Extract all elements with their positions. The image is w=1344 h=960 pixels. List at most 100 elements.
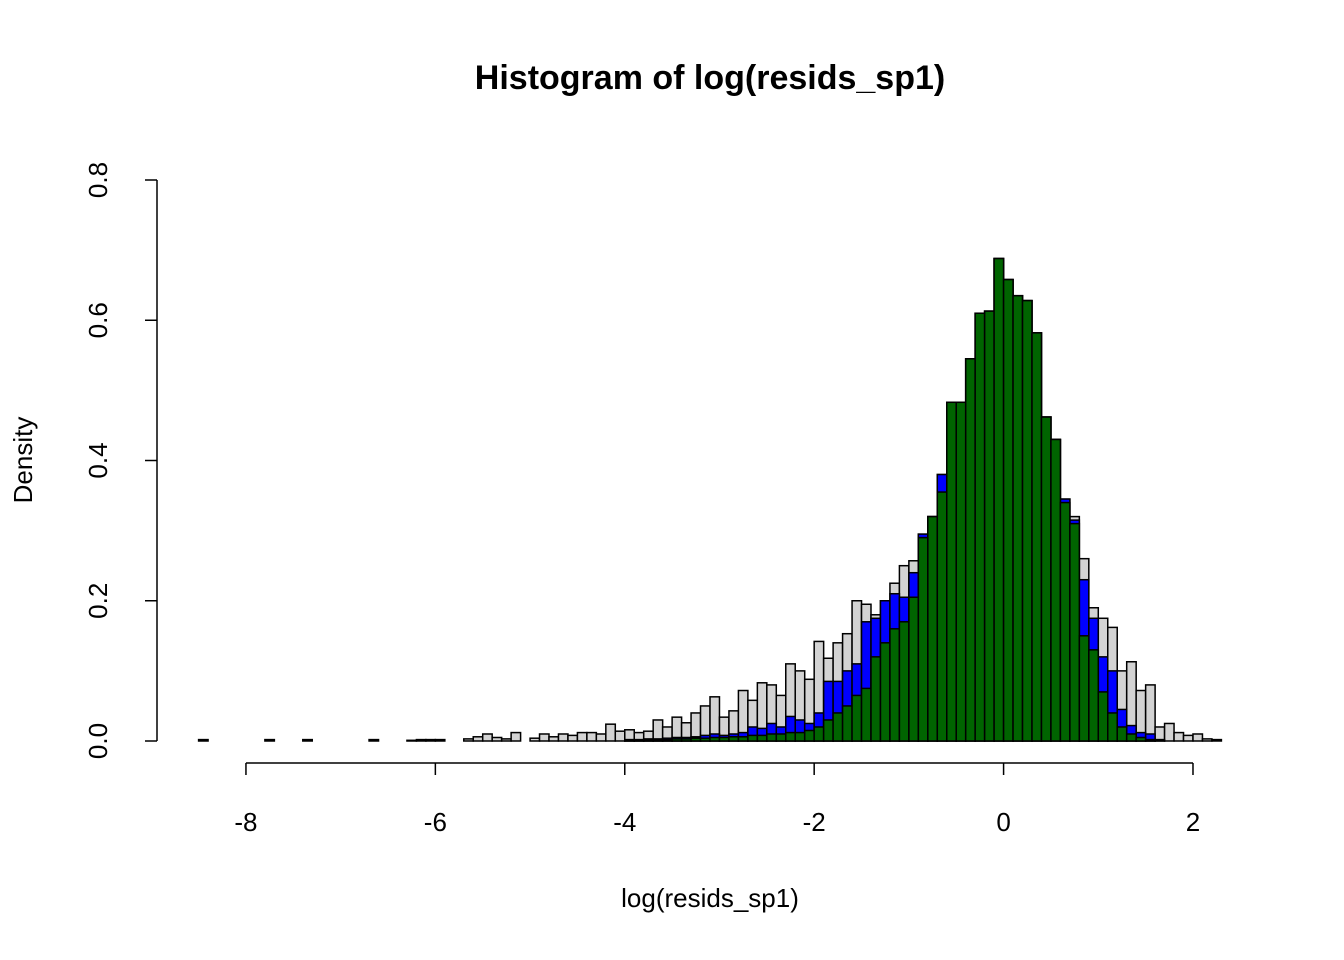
histogram-bar — [709, 736, 721, 742]
x-tick-label: 2 — [1186, 807, 1200, 837]
histogram-bar — [624, 739, 635, 742]
histogram-bar — [661, 738, 673, 742]
histogram-bar — [974, 312, 986, 742]
x-tick-label: -6 — [424, 807, 447, 837]
y-tick-label: 0.4 — [83, 442, 113, 478]
histogram-bar — [406, 739, 418, 742]
histogram-bar — [1125, 733, 1137, 742]
histogram-bar — [851, 694, 863, 742]
histogram-bar — [946, 401, 957, 742]
histogram-bar — [510, 731, 522, 742]
histogram-bar — [747, 734, 759, 742]
histogram-bar — [415, 738, 427, 742]
histogram-bar — [595, 733, 607, 742]
histogram-bar — [983, 310, 995, 742]
histogram-bar — [1059, 501, 1071, 742]
histogram-bar — [642, 738, 654, 742]
histogram-bar — [908, 596, 920, 742]
histogram-bar — [548, 736, 560, 742]
histogram-bar — [1201, 738, 1213, 742]
histogram-bar — [898, 621, 910, 742]
histogram-bar — [718, 736, 730, 742]
x-axis-label: log(resids_sp1) — [621, 883, 799, 913]
histogram-bar — [633, 739, 645, 742]
histogram-bar — [756, 734, 768, 742]
histogram-bar — [491, 736, 503, 742]
y-tick-label: 0.2 — [83, 583, 113, 619]
histogram-bar — [927, 515, 939, 742]
histogram-bar — [964, 358, 976, 742]
x-tick-label: -4 — [613, 807, 636, 837]
histogram-bar — [1002, 278, 1014, 742]
histogram-bar — [434, 738, 446, 742]
chart-title: Histogram of log(resids_sp1) — [475, 59, 945, 97]
histogram-bar — [1088, 649, 1100, 742]
histogram-bar — [794, 731, 806, 742]
y-tick-label: 0.8 — [83, 162, 113, 198]
histogram-bar — [557, 733, 569, 742]
histogram-bar — [917, 536, 929, 742]
histogram-bar — [1078, 635, 1090, 742]
histogram-bar — [889, 628, 901, 742]
histogram-bar — [614, 730, 626, 742]
histogram-bar — [1040, 416, 1052, 742]
histogram-bar — [699, 737, 711, 742]
histogram-bar — [1144, 738, 1156, 742]
histogram-bar — [1097, 691, 1109, 742]
histogram-bar — [652, 738, 664, 742]
histogram-bar — [832, 712, 844, 742]
histogram-bar — [481, 733, 493, 742]
histogram-bar — [1135, 736, 1147, 742]
histogram-bar — [302, 738, 313, 742]
histogram-bar — [993, 257, 1005, 742]
histogram-bar — [1211, 738, 1223, 742]
histogram-bar — [1163, 722, 1175, 742]
histogram-bar — [500, 738, 512, 742]
histogram-bar — [529, 737, 541, 742]
histogram-bar — [368, 738, 380, 742]
histogram-bar — [690, 737, 702, 742]
histogram-bar — [680, 738, 692, 742]
histogram-bar — [1192, 733, 1204, 742]
histogram-bar — [775, 733, 787, 742]
histogram-bar — [879, 642, 891, 742]
histogram-bar — [576, 731, 588, 742]
histogram-bar — [1021, 299, 1033, 742]
x-tick-label: 0 — [996, 807, 1010, 837]
histogram-bar — [803, 729, 815, 742]
histogram-bar — [785, 731, 796, 742]
histogram-bar — [605, 723, 617, 742]
histogram-bar — [1050, 438, 1062, 742]
y-axis-label: Density — [8, 417, 38, 504]
histogram-bar — [586, 731, 598, 742]
histogram-bar — [841, 705, 853, 742]
histogram-bar — [1144, 684, 1156, 742]
histogram-bar — [1031, 332, 1043, 742]
histogram-bar — [197, 738, 209, 742]
histogram-bar — [652, 719, 664, 742]
histogram-bar — [1154, 738, 1166, 742]
histogram-bar — [955, 401, 967, 742]
x-tick-label: -8 — [234, 807, 257, 837]
histogram-bar — [567, 734, 579, 742]
histogram-bar — [1173, 731, 1185, 742]
histogram-bar — [936, 491, 948, 742]
histogram-bar — [463, 738, 474, 742]
histogram-bar — [1116, 726, 1128, 742]
histogram-bar — [1012, 294, 1024, 742]
histogram-bar — [822, 719, 834, 742]
histogram-bar — [737, 736, 749, 742]
y-tick-label: 0.6 — [83, 302, 113, 338]
histogram-bar — [1107, 712, 1118, 742]
y-tick-label: 0.0 — [83, 723, 113, 759]
histogram-bar — [1069, 522, 1081, 742]
histogram-bar — [472, 736, 484, 742]
histogram-bar — [813, 726, 825, 742]
x-tick-label: -2 — [803, 807, 826, 837]
histogram-bar — [728, 736, 740, 742]
histogram-bar — [1182, 734, 1194, 742]
histogram-bar — [766, 733, 778, 742]
histogram-bar — [870, 656, 882, 742]
histogram-bar — [264, 738, 276, 742]
